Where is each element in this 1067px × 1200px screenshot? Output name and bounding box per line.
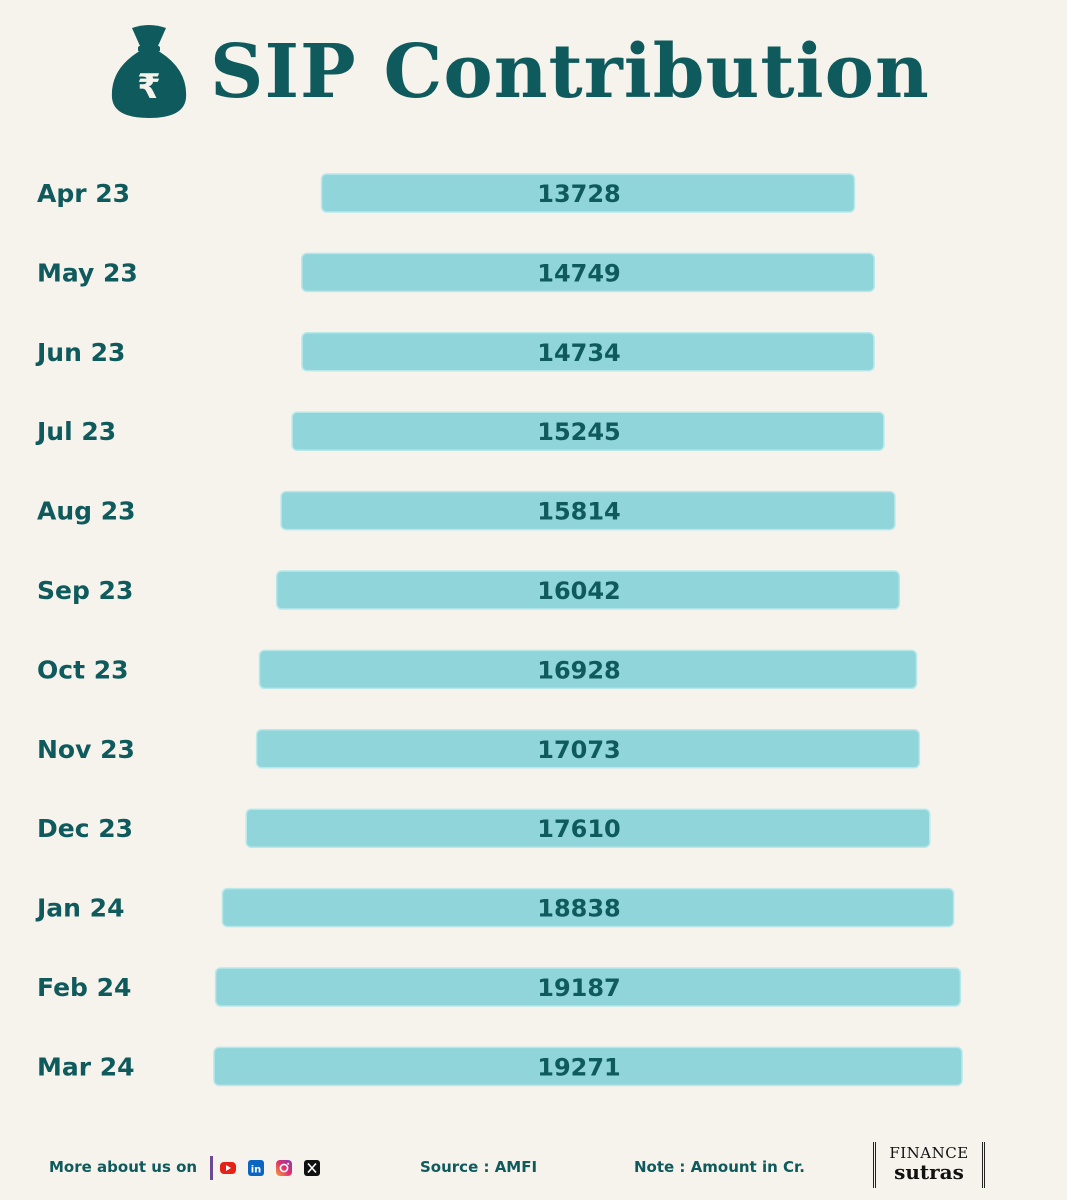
category-label: Sep 23	[37, 576, 133, 605]
bar	[213, 1046, 963, 1087]
bar-value-label: 15814	[537, 498, 621, 526]
svg-text:in: in	[251, 1165, 262, 1176]
bar	[258, 649, 918, 690]
bar	[221, 887, 955, 928]
category-label: Jan 24	[35, 894, 124, 923]
category-label: Jul 23	[35, 417, 116, 446]
social-divider	[210, 1156, 213, 1180]
bar	[214, 967, 962, 1007]
note-label: Note : Amount in Cr.	[634, 1158, 805, 1176]
brand-logo: FINANCE sutras	[873, 1142, 985, 1188]
money-bag-rupee-icon: ₹	[111, 25, 187, 118]
x-icon[interactable]	[303, 1159, 321, 1177]
category-label: Aug 23	[37, 497, 136, 526]
footer: More about us on in	[0, 1142, 1067, 1188]
bar-value-label: 13728	[537, 180, 621, 208]
more-about-label: More about us on	[49, 1158, 198, 1176]
brand-bottom: sutras	[894, 1160, 964, 1184]
bar-value-label: 16928	[537, 656, 621, 684]
brand-top: FINANCE	[889, 1144, 969, 1162]
title-row: ₹ SIP Contribution	[108, 22, 930, 122]
bar	[301, 252, 875, 293]
rupee-glyph: ₹	[137, 67, 161, 107]
source-label: Source : AMFI	[420, 1158, 538, 1176]
linkedin-icon[interactable]: in	[247, 1159, 265, 1177]
category-label: Apr 23	[37, 179, 130, 208]
bar	[245, 808, 931, 848]
bar	[255, 729, 921, 769]
social-links: in	[210, 1156, 331, 1180]
bar-value-label: 19271	[537, 1053, 621, 1081]
bar-value-label: 18838	[537, 895, 621, 923]
category-label: Dec 23	[37, 814, 133, 843]
instagram-icon[interactable]	[275, 1159, 293, 1177]
bar-value-label: 14749	[537, 259, 621, 287]
category-label: May 23	[37, 258, 138, 287]
bar-value-label: 16042	[537, 577, 621, 605]
bar	[301, 332, 875, 372]
bar	[280, 490, 896, 531]
bar-value-label: 17073	[537, 736, 621, 764]
bar	[291, 411, 885, 451]
bar-value-label: 14734	[537, 339, 621, 367]
page-title: SIP Contribution	[210, 29, 930, 115]
bar-value-label: 19187	[537, 974, 621, 1002]
bar	[275, 570, 901, 610]
youtube-icon[interactable]	[219, 1159, 237, 1177]
category-label: Mar 24	[37, 1052, 135, 1081]
category-label: Feb 24	[37, 973, 131, 1002]
category-label: Jun 23	[35, 338, 125, 367]
category-label: Oct 23	[37, 655, 129, 684]
bar-value-label: 15245	[537, 418, 621, 446]
bar	[320, 173, 856, 213]
bar-value-label: 17610	[537, 815, 621, 843]
category-label: Nov 23	[37, 735, 135, 764]
